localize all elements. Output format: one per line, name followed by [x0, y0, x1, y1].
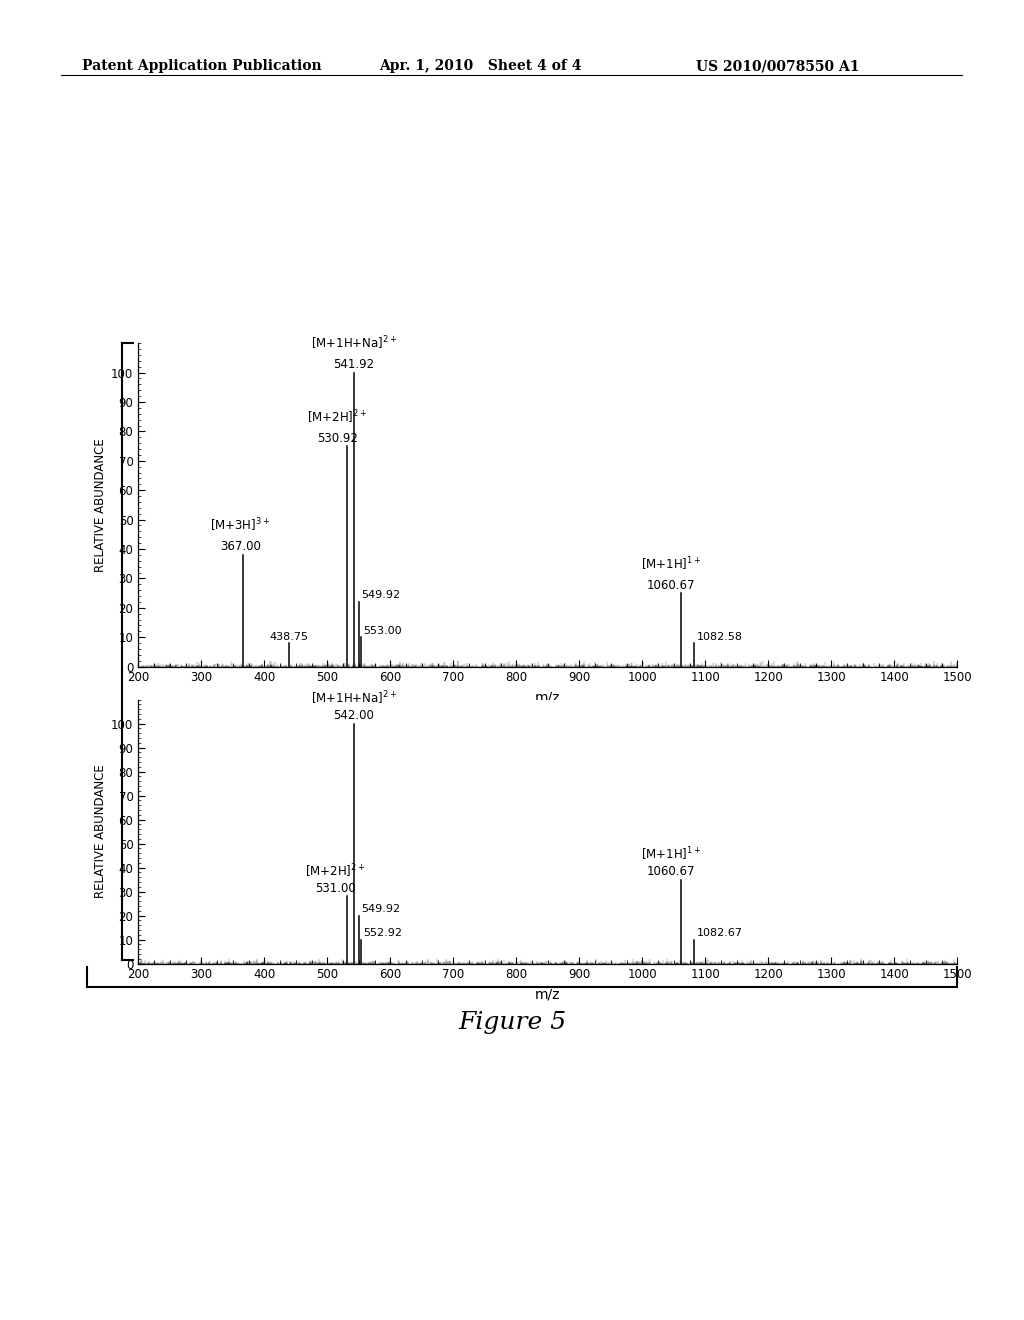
Text: [M+2H]$^{2+}$: [M+2H]$^{2+}$ [307, 408, 368, 425]
Text: [M+1H+Na]$^{2+}$: [M+1H+Na]$^{2+}$ [310, 334, 397, 352]
Text: 552.92: 552.92 [364, 928, 402, 939]
Text: 531.00: 531.00 [315, 882, 356, 895]
Text: [M+1H]$^{1+}$: [M+1H]$^{1+}$ [641, 845, 701, 863]
Text: 549.92: 549.92 [361, 590, 400, 601]
Text: Patent Application Publication: Patent Application Publication [82, 59, 322, 74]
Text: [M+2H]$^{2+}$: [M+2H]$^{2+}$ [305, 862, 366, 879]
Y-axis label: RELATIVE ABUNDANCE: RELATIVE ABUNDANCE [94, 438, 106, 572]
Text: US 2010/0078550 A1: US 2010/0078550 A1 [696, 59, 860, 74]
Text: 553.00: 553.00 [364, 626, 401, 636]
X-axis label: m/z: m/z [536, 690, 560, 704]
Text: 1082.67: 1082.67 [697, 928, 743, 939]
Text: 1060.67: 1060.67 [647, 866, 695, 878]
Text: 438.75: 438.75 [269, 631, 308, 642]
Text: 530.92: 530.92 [316, 432, 357, 445]
Y-axis label: RELATIVE ABUNDANCE: RELATIVE ABUNDANCE [94, 764, 106, 899]
Text: [M+1H]$^{1+}$: [M+1H]$^{1+}$ [641, 554, 701, 573]
Text: 541.92: 541.92 [333, 358, 374, 371]
Text: 367.00: 367.00 [220, 540, 261, 553]
Text: 542.00: 542.00 [334, 709, 374, 722]
Text: 1060.67: 1060.67 [647, 578, 695, 591]
Text: 549.92: 549.92 [361, 904, 400, 915]
Text: Apr. 1, 2010   Sheet 4 of 4: Apr. 1, 2010 Sheet 4 of 4 [379, 59, 582, 74]
Text: 1082.58: 1082.58 [697, 631, 743, 642]
Text: [M+3H]$^{3+}$: [M+3H]$^{3+}$ [210, 516, 270, 535]
Text: [M+1H+Na]$^{2+}$: [M+1H+Na]$^{2+}$ [310, 689, 397, 706]
X-axis label: m/z: m/z [536, 987, 560, 1001]
Text: Figure 5: Figure 5 [458, 1011, 566, 1035]
